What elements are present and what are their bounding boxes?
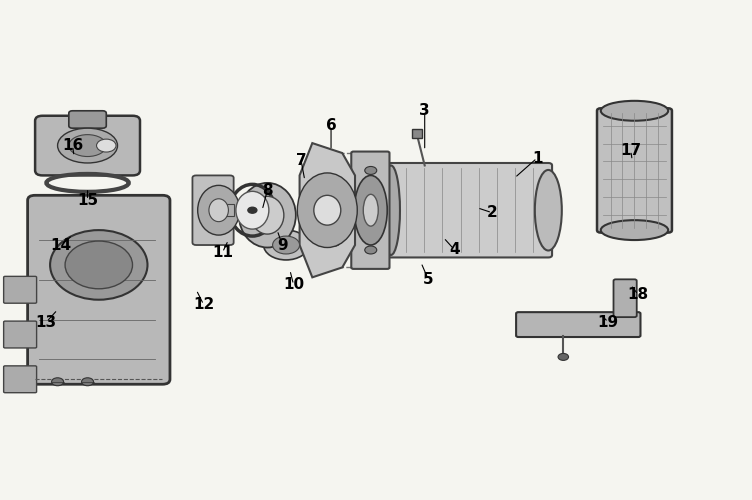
Circle shape <box>81 378 93 386</box>
Text: 14: 14 <box>51 238 72 252</box>
Text: 7: 7 <box>296 153 306 168</box>
Text: 19: 19 <box>598 314 619 330</box>
Ellipse shape <box>365 246 377 254</box>
Text: 1: 1 <box>532 150 542 166</box>
Ellipse shape <box>601 220 669 240</box>
Ellipse shape <box>251 196 284 234</box>
Ellipse shape <box>297 173 357 248</box>
Ellipse shape <box>248 207 257 213</box>
FancyBboxPatch shape <box>69 111 106 128</box>
Ellipse shape <box>314 196 341 225</box>
Text: 18: 18 <box>628 287 649 302</box>
Ellipse shape <box>535 170 562 250</box>
Ellipse shape <box>314 183 341 238</box>
Text: 15: 15 <box>77 193 98 208</box>
FancyBboxPatch shape <box>35 116 140 176</box>
FancyBboxPatch shape <box>516 312 641 337</box>
Text: 12: 12 <box>193 297 214 312</box>
Circle shape <box>52 378 64 386</box>
FancyBboxPatch shape <box>219 204 234 216</box>
Ellipse shape <box>198 186 240 235</box>
Text: 17: 17 <box>620 143 641 158</box>
Ellipse shape <box>382 166 400 255</box>
Ellipse shape <box>329 239 340 246</box>
Bar <box>412 129 423 138</box>
FancyBboxPatch shape <box>193 176 234 245</box>
FancyBboxPatch shape <box>351 152 390 269</box>
FancyBboxPatch shape <box>4 321 37 348</box>
Text: 10: 10 <box>283 278 304 292</box>
Ellipse shape <box>239 183 296 248</box>
FancyBboxPatch shape <box>597 108 672 232</box>
Ellipse shape <box>365 166 377 174</box>
Text: 8: 8 <box>262 183 273 198</box>
Text: 4: 4 <box>450 242 460 258</box>
Ellipse shape <box>50 230 147 300</box>
Ellipse shape <box>264 230 308 260</box>
FancyBboxPatch shape <box>28 196 170 384</box>
FancyBboxPatch shape <box>4 276 37 303</box>
Text: 16: 16 <box>62 138 83 153</box>
Text: 3: 3 <box>420 104 430 118</box>
Text: 11: 11 <box>212 245 233 260</box>
FancyBboxPatch shape <box>4 366 37 392</box>
Ellipse shape <box>58 128 117 163</box>
FancyBboxPatch shape <box>614 280 637 317</box>
Ellipse shape <box>273 236 299 254</box>
Text: 9: 9 <box>277 238 288 252</box>
Circle shape <box>558 354 569 360</box>
Ellipse shape <box>354 176 387 245</box>
Ellipse shape <box>363 194 378 226</box>
Polygon shape <box>299 143 355 278</box>
Text: 6: 6 <box>326 118 336 133</box>
Ellipse shape <box>65 241 132 289</box>
Text: 5: 5 <box>423 272 434 287</box>
Ellipse shape <box>601 101 669 120</box>
Ellipse shape <box>236 192 269 229</box>
Text: 2: 2 <box>487 205 498 220</box>
Ellipse shape <box>96 139 116 152</box>
Text: 13: 13 <box>36 314 57 330</box>
Ellipse shape <box>209 199 229 222</box>
FancyBboxPatch shape <box>310 159 344 262</box>
Ellipse shape <box>69 134 106 156</box>
FancyBboxPatch shape <box>387 163 552 258</box>
